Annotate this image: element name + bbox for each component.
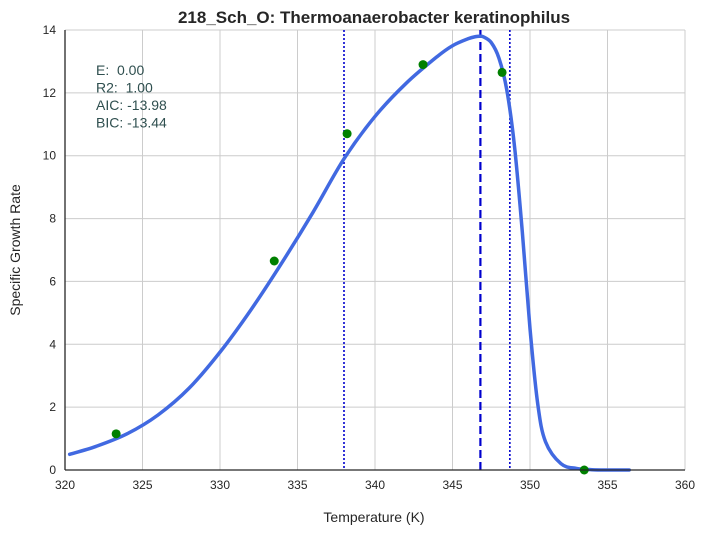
y-tick-label-7: 14 <box>43 23 57 37</box>
x-tick-label-3: 335 <box>287 478 307 492</box>
x-tick-label-6: 350 <box>520 478 540 492</box>
observation-point-4 <box>497 67 507 77</box>
x-tick-label-2: 330 <box>210 478 230 492</box>
stat-line-2: AIC: -13.98 <box>96 97 167 113</box>
x-tick-label-1: 325 <box>132 478 152 492</box>
grid <box>64 29 686 471</box>
observation-point-1 <box>269 256 279 266</box>
y-tick-label-1: 2 <box>49 400 56 414</box>
x-tick-label-0: 320 <box>55 478 75 492</box>
observation-point-3 <box>418 60 428 70</box>
x-tick-label-7: 355 <box>597 478 617 492</box>
y-tick-label-6: 12 <box>43 86 57 100</box>
stat-line-0: E: 0.00 <box>96 62 144 78</box>
stat-line-3: BIC: -13.44 <box>96 115 167 131</box>
x-axis-title: Temperature (K) <box>323 509 424 525</box>
fit-curve-layer <box>67 34 631 472</box>
observation-points <box>111 60 589 475</box>
x-tick-label-4: 340 <box>365 478 385 492</box>
x-tick-label-5: 345 <box>442 478 462 492</box>
tick-labels: 320 325 330 335 340 345 350 355 360 0 2 4 6 8 10 12 14 <box>43 23 696 492</box>
reference-lines <box>343 30 511 470</box>
y-axis-title: Specific Growth Rate <box>7 184 23 316</box>
y-tick-label-0: 0 <box>49 463 56 477</box>
y-tick-label-4: 8 <box>49 212 56 226</box>
chart-title: 218_Sch_O: Thermoanaerobacter keratinoph… <box>178 8 570 27</box>
y-tick-label-3: 6 <box>49 274 56 288</box>
fit-curve-line <box>67 34 631 472</box>
observation-point-0 <box>111 429 121 439</box>
y-tick-label-2: 4 <box>49 337 56 351</box>
y-tick-label-5: 10 <box>43 149 57 163</box>
observation-point-2 <box>342 129 352 139</box>
x-tick-label-8: 360 <box>675 478 695 492</box>
stat-line-1: R2: 1.00 <box>96 80 153 96</box>
axes <box>64 30 685 471</box>
